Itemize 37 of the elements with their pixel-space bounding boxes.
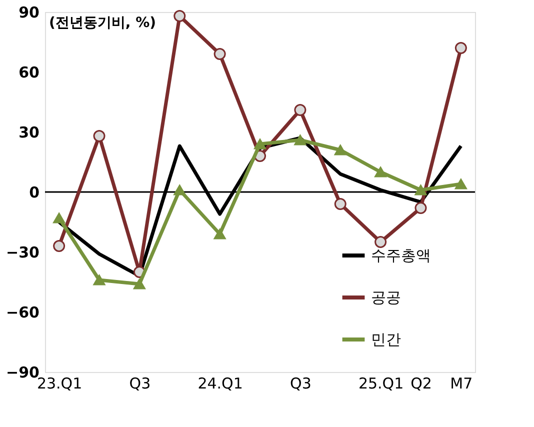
y-tick-label: 90 [18,4,40,22]
x-tick-label: Q3 [129,374,151,392]
y-tick-label: −90 [6,364,40,382]
point [454,178,467,190]
legend-label: 수주총액 [371,246,431,264]
point [133,278,146,290]
point [334,144,346,156]
point [414,202,427,214]
legend-label: 민간 [371,330,401,348]
point [93,130,106,142]
point [93,274,106,286]
point [454,42,467,54]
point [414,184,427,196]
y-tick-label: −60 [6,304,40,322]
point [294,134,306,146]
point [374,166,387,178]
y-tick-label: 0 [29,184,40,202]
legend-label: 공공 [371,288,401,306]
point [294,104,306,116]
point [374,236,387,248]
point [53,212,66,224]
point [174,184,186,196]
x-tick-label: Q3 [290,374,312,392]
y-tick-label: −30 [6,244,40,262]
x-tick-label: Q2 [410,374,432,392]
x-tick-label: 24.Q1 [198,374,243,392]
x-tick-label: M7 [450,374,473,392]
y-tick-label: 60 [18,64,40,82]
point [214,228,226,240]
point [214,48,226,60]
y-tick-label: 30 [18,124,40,142]
point [53,240,66,252]
annotation: (전년동기비, %) [49,15,156,31]
x-tick-label: 25.Q1 [358,374,404,392]
point [254,138,266,150]
point [334,198,346,210]
point [174,10,186,22]
